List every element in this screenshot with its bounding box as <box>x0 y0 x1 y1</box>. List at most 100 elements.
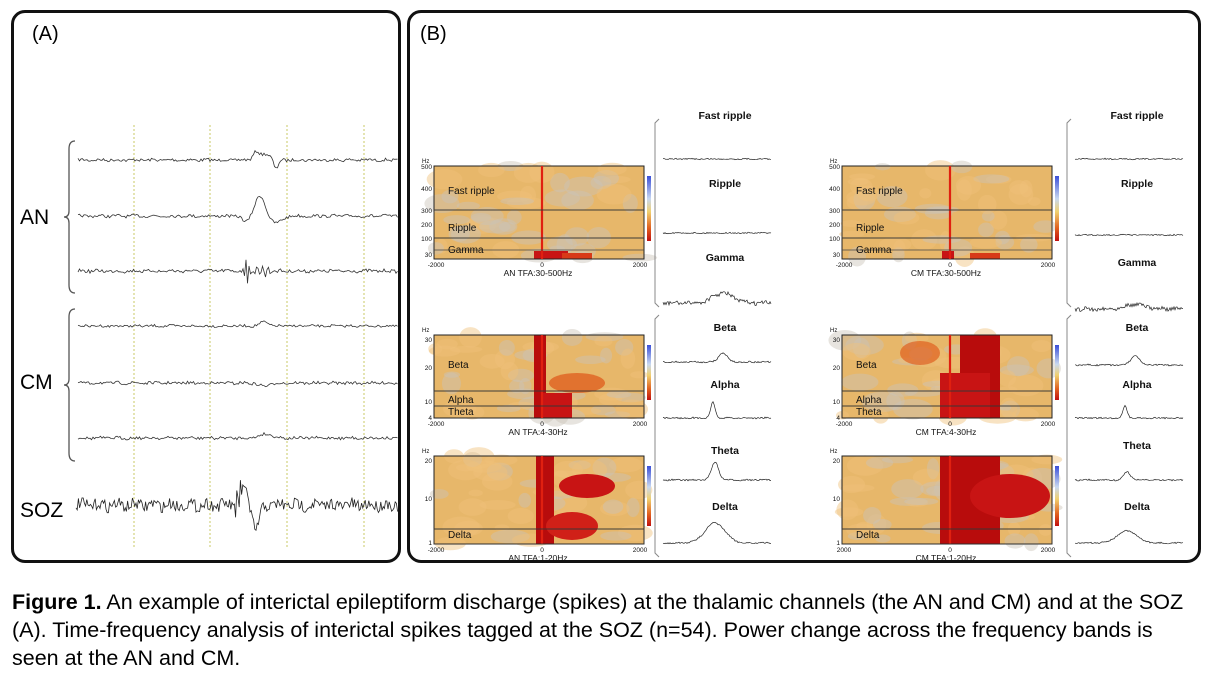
tfa-map-an-2-texture <box>600 531 632 541</box>
tfa-map-cm-1-blob-1 <box>940 373 990 418</box>
tfa-map-an-2-texture <box>454 520 483 536</box>
tfa-map-cm-1 <box>828 328 1061 426</box>
hz-label-1-0: Hz <box>830 159 837 165</box>
tfa-map-an-2-texture <box>599 501 630 517</box>
tfa-map-cm-0-texture <box>955 175 982 195</box>
band-label-1-0-2: Gamma <box>856 245 892 256</box>
x-tick-1-1-0: -2000 <box>836 421 853 428</box>
tfa-map-an-2-texture <box>442 516 480 538</box>
eeg-trace-4 <box>77 380 398 388</box>
tfa-map-cm-2-texture <box>1004 533 1026 549</box>
y-tick-0-2-2: 1 <box>428 540 432 547</box>
tfa-map-an-2-texture <box>518 492 532 508</box>
band-label-1-0-1: Ripple <box>856 223 885 234</box>
tfa-map-cm-2-texture <box>926 458 940 480</box>
tfa-map-cm-1-blob-2 <box>900 341 940 365</box>
y-tick-0-0-3: 200 <box>421 222 432 229</box>
y-tick-0-0-2: 300 <box>421 208 432 215</box>
tfa-map-an-2-texture <box>486 462 513 481</box>
tfa-map-an-0-texture <box>519 185 537 205</box>
band-box-0-0 <box>433 209 645 239</box>
tfa-map-an-2-texture <box>602 499 624 514</box>
x-tick-0-2-2: 2000 <box>633 547 648 554</box>
tfa-map-an-0-texture <box>549 245 566 253</box>
tfa-map-an-0-texture <box>466 215 497 234</box>
tfa-map-an-0-texture <box>593 169 619 187</box>
tfa-map-cm-0-bg <box>842 166 1052 259</box>
trace-line-1-2 <box>1074 302 1184 313</box>
map-caption-0-1: AN TFA:4-30Hz <box>508 427 567 437</box>
tfa-map-an-1 <box>428 327 651 427</box>
tfa-map-an-0-colorbar <box>647 176 651 241</box>
tfa-map-an-1-colorbar <box>647 345 651 400</box>
tfa-map-cm-2-texture <box>891 479 924 499</box>
tfa-map-an-2-colorbar <box>647 466 651 526</box>
tfa-map-an-0-texture <box>586 226 612 249</box>
tfa-map-cm-0-texture <box>857 185 880 202</box>
trace-line-0-4 <box>662 400 772 420</box>
trace-title-1-4: Alpha <box>1122 379 1151 391</box>
tfa-map-an-0-texture <box>546 236 578 253</box>
tfa-map-an-1-texture <box>568 407 602 415</box>
tfa-map-an-2-blob-1 <box>559 474 615 498</box>
trace-bracket-top-1 <box>1066 118 1072 308</box>
tfa-map-an-0-texture <box>470 213 492 222</box>
tfa-map-cm-1-texture <box>999 397 1018 419</box>
y-tick-0-0-5: 30 <box>425 252 433 259</box>
band-label-1-1-1: Alpha <box>856 395 882 406</box>
tfa-map-an-2-texture <box>568 460 591 470</box>
tfa-map-an-1-texture <box>428 343 443 355</box>
tfa-map-cm-0-texture <box>969 236 1003 249</box>
tfa-map-cm-2-texture <box>912 468 942 487</box>
x-tick-0-1-2: 2000 <box>633 421 648 428</box>
trace-line-1-4 <box>1074 404 1184 420</box>
y-tick-0-0-0: 500 <box>421 164 432 171</box>
y-tick-1-1-3: 4 <box>836 415 840 422</box>
trace-title-0-2: Gamma <box>706 252 745 264</box>
trace-title-0-3: Beta <box>714 322 737 334</box>
tfa-map-cm-1-texture <box>1012 408 1039 422</box>
tfa-map-an-1-texture <box>604 411 631 418</box>
y-tick-0-2-0: 20 <box>425 458 433 465</box>
tfa-map-cm-0-texture <box>1033 220 1058 233</box>
tfa-map-cm-0-texture <box>1019 179 1033 198</box>
tfa-map-cm-2-texture <box>846 523 877 538</box>
tfa-map-an-0-texture <box>466 216 502 230</box>
tfa-map-cm-1-texture <box>872 409 889 424</box>
trace-title-0-0: Fast ripple <box>698 110 751 122</box>
tfa-map-cm-0-texture <box>847 178 869 186</box>
band-box-1-2 <box>841 528 1053 545</box>
hz-label-1-1: Hz <box>830 328 837 334</box>
tfa-map-an-0-texture <box>443 215 470 225</box>
panel-b-label: (B) <box>420 23 447 45</box>
tfa-map-an-2-texture <box>625 480 653 500</box>
band-label-0-1-2: Theta <box>448 407 474 418</box>
tfa-map-cm-0-texture <box>950 160 973 174</box>
x-tick-1-2-2: 2000 <box>1041 547 1056 554</box>
tfa-map-an-2-texture <box>481 472 513 491</box>
tfa-map-an-2-texture <box>484 454 518 466</box>
an-brace <box>63 140 76 294</box>
trace-line-1-0 <box>1074 157 1184 161</box>
trace-line-1-3 <box>1074 355 1184 367</box>
tfa-map-an-0-texture <box>498 221 516 232</box>
tfa-map-cm-0-texture <box>995 235 1015 250</box>
map-caption-1-2: CM TFA:1-20Hz <box>916 553 977 560</box>
tfa-map-cm-0-texture <box>878 237 912 252</box>
tfa-map-an-2-texture <box>592 457 617 478</box>
y-tick-0-1-2: 10 <box>425 399 433 406</box>
tfa-map-cm-2-texture <box>863 507 882 524</box>
tfa-map-an-0-texture <box>424 194 460 214</box>
tfa-map-an-1-texture <box>630 371 649 379</box>
band-box-0-2 <box>433 528 645 545</box>
map-caption-1-0: CM TFA:30-500Hz <box>911 268 981 278</box>
trace-line-1-1 <box>1074 233 1184 237</box>
tfa-map-cm-0-texture <box>922 235 961 244</box>
tfa-map-an-0-texture <box>556 234 573 257</box>
tfa-map-an-1-texture <box>606 390 632 399</box>
tfa-map-cm-0-texture <box>846 195 868 211</box>
tfa-map-cm-2-texture <box>881 456 914 464</box>
panel-b: (B) Hz 500 400 300 200 100 30 Fast ripple Ripple… <box>407 10 1201 563</box>
tfa-map-cm-0-texture <box>1027 196 1041 206</box>
